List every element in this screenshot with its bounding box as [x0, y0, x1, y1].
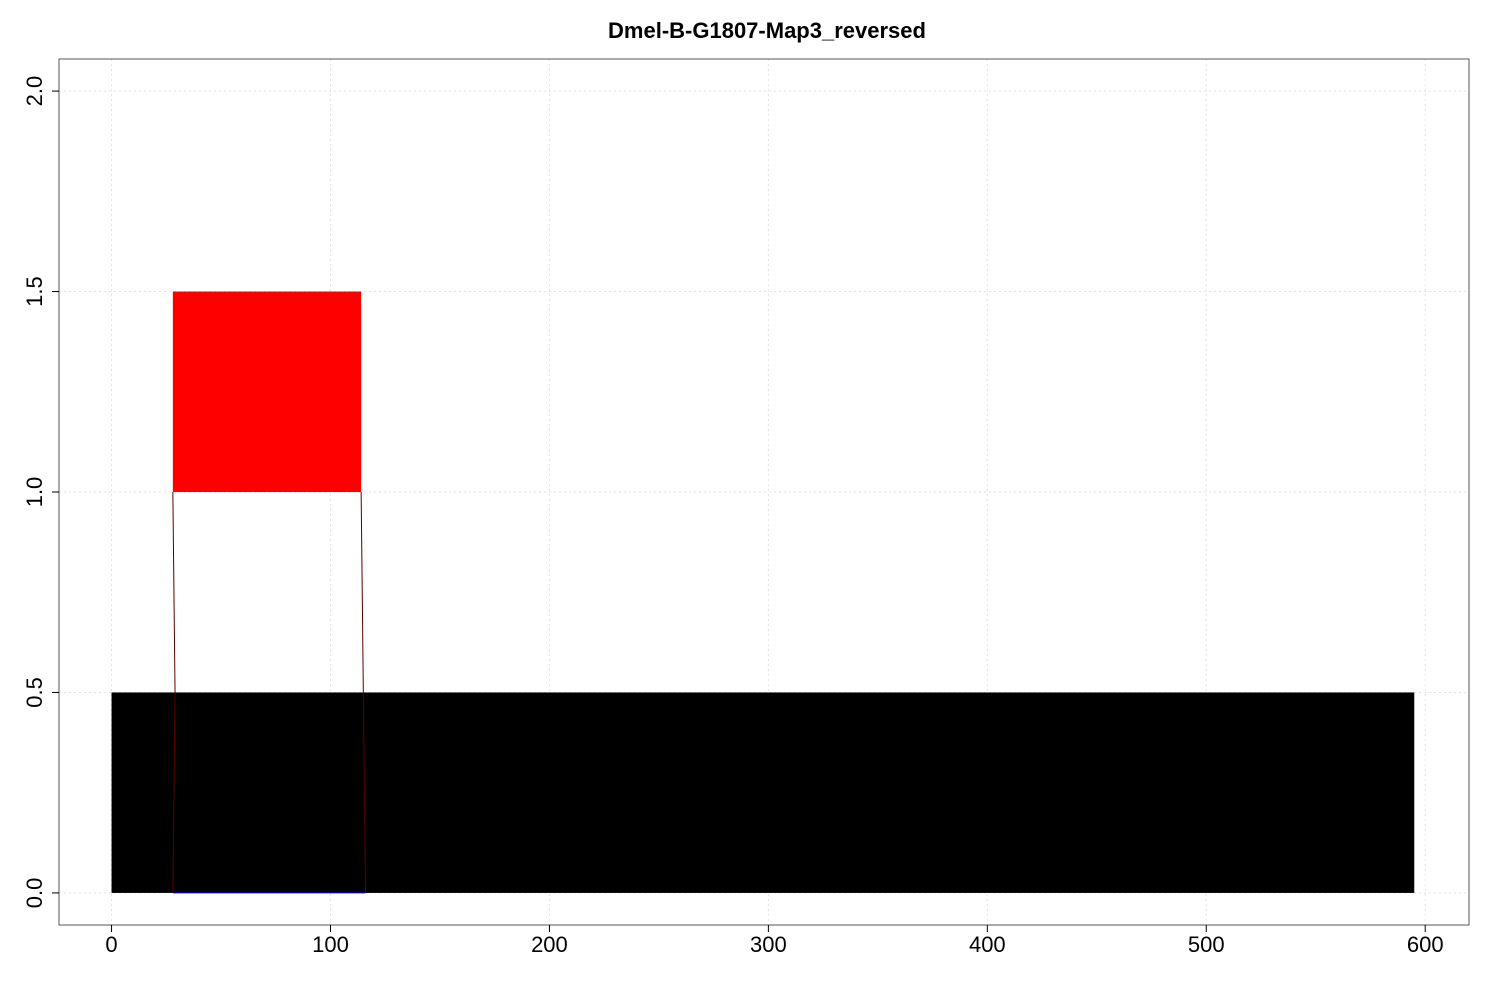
x-tick-label: 500 [1188, 932, 1225, 957]
feature-bar-1 [172, 291, 362, 492]
connector-line-0 [172, 491, 176, 893]
y-tick-label: 2.0 [22, 76, 47, 107]
y-tick-label: 1.0 [22, 477, 47, 508]
y-tick-label: 1.5 [22, 276, 47, 307]
connectors [172, 491, 367, 894]
features [111, 291, 1415, 893]
feature-bar-0 [111, 692, 1415, 893]
x-tick-label: 400 [969, 932, 1006, 957]
x-tick-label: 100 [312, 932, 349, 957]
y-axis: 0.0 0.5 1.0 1.5 2.0 [22, 76, 59, 908]
x-axis: 0 100 200 300 400 500 600 [105, 925, 1444, 957]
chart-title: Dmel-B-G1807-Map3_reversed [608, 18, 926, 43]
x-tick-label: 0 [105, 932, 117, 957]
y-tick-label: 0.0 [22, 878, 47, 909]
connector-line-1 [360, 491, 367, 893]
y-tick-label: 0.5 [22, 677, 47, 708]
x-tick-label: 600 [1407, 932, 1444, 957]
x-tick-label: 200 [531, 932, 568, 957]
x-tick-label: 300 [750, 932, 787, 957]
